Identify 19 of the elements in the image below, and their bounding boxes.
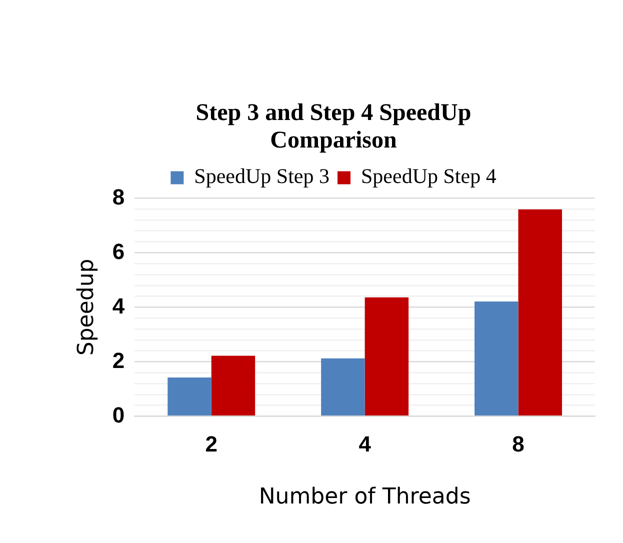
legend-label: SpeedUp Step 4 xyxy=(361,164,497,188)
x-tick-label: 4 xyxy=(358,431,372,456)
bar xyxy=(321,358,365,416)
bar xyxy=(474,301,518,416)
y-axis-title: Speedup xyxy=(74,258,99,356)
y-tick-label: 0 xyxy=(112,402,125,428)
chart-title: Step 3 and Step 4 SpeedUp Comparison xyxy=(196,100,472,154)
bar xyxy=(364,297,409,416)
y-tick-label: 4 xyxy=(112,293,126,318)
y-tick-label: 6 xyxy=(112,238,125,264)
legend-label: SpeedUp Step 3 xyxy=(194,164,330,188)
x-tick-label: 8 xyxy=(512,431,524,456)
y-tick-label: 8 xyxy=(112,184,125,210)
y-tick-label: 2 xyxy=(112,348,125,373)
bar xyxy=(211,356,256,416)
bar xyxy=(168,378,212,416)
x-axis-title: Number of Threads xyxy=(258,484,471,510)
x-tick-label: 2 xyxy=(205,431,218,456)
bar xyxy=(518,209,562,416)
